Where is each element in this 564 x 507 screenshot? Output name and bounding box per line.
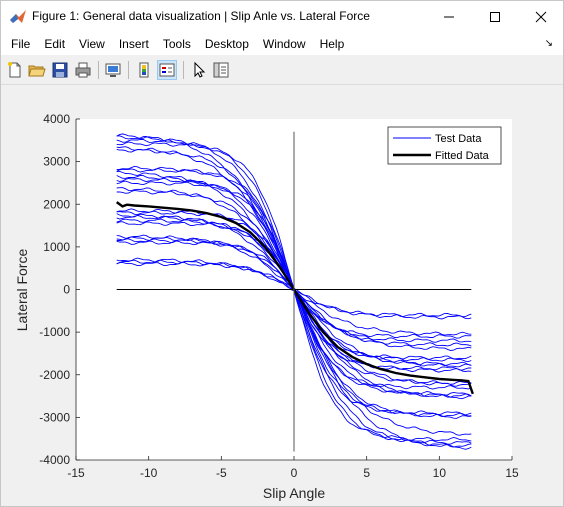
toolbar-separator <box>98 61 99 79</box>
toolbar-separator <box>183 61 184 79</box>
menu-insert[interactable]: Insert <box>118 37 149 51</box>
menu-tools[interactable]: Tools <box>162 37 191 51</box>
close-button[interactable] <box>518 1 564 33</box>
menu-view[interactable]: View <box>79 37 105 51</box>
edit-plot-icon[interactable] <box>190 61 208 79</box>
x-tick-label: 15 <box>505 466 519 480</box>
menu-edit[interactable]: Edit <box>44 37 66 51</box>
insert-colorbar-icon[interactable] <box>135 61 153 79</box>
legend-fitted-label: Fitted Data <box>435 150 490 162</box>
y-tick-label: 3000 <box>43 155 70 169</box>
menu-bar: File Edit View Insert Tools Desktop Wind… <box>1 33 563 55</box>
x-tick-label: -15 <box>67 466 85 480</box>
x-tick-label: 10 <box>433 466 447 480</box>
maximize-button[interactable] <box>472 1 518 33</box>
insert-legend-icon[interactable] <box>157 60 177 80</box>
new-figure-icon[interactable] <box>6 61 24 79</box>
y-tick-label: -3000 <box>39 410 70 424</box>
y-tick-label: 2000 <box>43 197 70 211</box>
figure-toolbar <box>1 56 563 85</box>
y-tick-label: 4000 <box>43 112 70 126</box>
open-file-icon[interactable] <box>28 61 46 79</box>
legend-test-label: Test Data <box>435 133 482 145</box>
x-tick-label: -5 <box>216 466 227 480</box>
y-axis-label: Lateral Force <box>14 249 30 332</box>
tick-labels: -15 -10 -5 0 5 10 15 4000 3000 2000 1000 0 -1000 -200… <box>39 112 519 480</box>
y-tick-label: -2000 <box>39 368 70 382</box>
window-title: Figure 1: General data visualization | S… <box>32 9 370 23</box>
menu-desktop[interactable]: Desktop <box>204 37 249 51</box>
maximize-icon <box>490 12 500 22</box>
x-axis-label: Slip Angle <box>263 485 325 501</box>
property-inspector-icon[interactable] <box>212 61 230 79</box>
y-tick-label: 1000 <box>43 240 70 254</box>
dock-arrow-icon[interactable]: ↘ <box>544 38 553 49</box>
x-tick-label: -10 <box>140 466 158 480</box>
legend[interactable]: Test Data Fitted Data <box>387 126 502 165</box>
matlab-logo-icon <box>10 10 26 23</box>
y-tick-label: -4000 <box>39 453 70 467</box>
x-tick-label: 0 <box>291 466 298 480</box>
link-plot-icon[interactable] <box>104 61 122 79</box>
close-icon <box>535 11 547 23</box>
legend-box <box>387 126 502 165</box>
toolbar-separator <box>128 61 129 79</box>
figure-canvas[interactable]: -15 -10 -5 0 5 10 15 4000 3000 2000 1000 0 -1000 -200… <box>1 85 563 506</box>
title-bar[interactable]: Figure 1: General data visualization | S… <box>1 1 563 33</box>
minimize-button[interactable] <box>426 1 472 33</box>
menu-help[interactable]: Help <box>319 37 345 51</box>
y-tick-label: -1000 <box>39 325 70 339</box>
chart[interactable]: -15 -10 -5 0 5 10 15 4000 3000 2000 1000 0 -1000 -200… <box>1 85 563 506</box>
x-tick-label: 5 <box>363 466 370 480</box>
menu-file[interactable]: File <box>11 37 31 51</box>
menu-window[interactable]: Window <box>262 37 306 51</box>
minimize-icon <box>444 16 454 18</box>
y-tick-label: 0 <box>63 283 70 297</box>
print-icon[interactable] <box>74 61 92 79</box>
save-icon[interactable] <box>51 61 69 79</box>
